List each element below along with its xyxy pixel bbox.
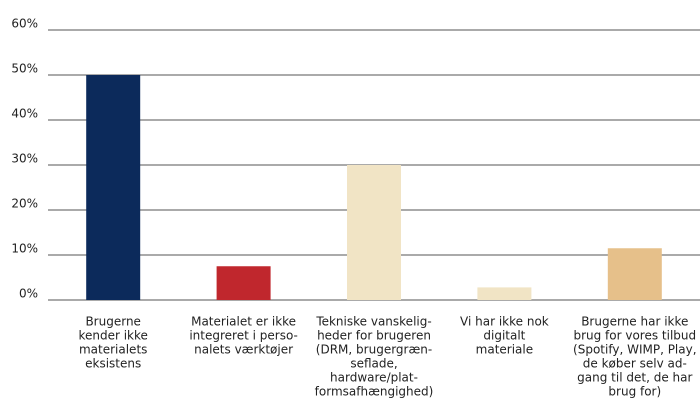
x-tick-label: Tekniske vanskelig- <box>315 315 431 329</box>
x-tick-label: hardware/plat- <box>330 371 418 385</box>
x-tick-label: brug for) <box>608 385 661 399</box>
x-tick-label: Vi har ikke nok <box>460 315 549 329</box>
x-tick-label: kender ikke <box>78 329 147 343</box>
y-tick-label: 40% <box>11 107 38 121</box>
x-tick-label: brug for vores tilbud <box>573 329 696 343</box>
x-tick-label: seflade, <box>350 357 397 371</box>
x-tick-label: Brugerne har ikke <box>581 315 688 329</box>
bar <box>607 248 662 300</box>
x-tick-label: Materialet er ikke <box>191 315 296 329</box>
bar <box>86 75 141 300</box>
x-tick-label: de køber selv ad- <box>583 357 687 371</box>
bar <box>477 287 532 300</box>
x-tick-label: heder for brugeren <box>317 329 431 343</box>
x-tick-label: formsafhængighed) <box>315 385 434 399</box>
x-tick-label: materiale <box>476 343 533 357</box>
x-tick-label: integreret i perso- <box>189 329 298 343</box>
x-tick-label: nalets værktøjer <box>194 343 293 357</box>
y-tick-label: 60% <box>11 17 38 31</box>
x-tick-label: digitalt <box>483 329 525 343</box>
y-tick-label: 10% <box>11 242 38 256</box>
bar <box>216 266 271 300</box>
y-tick-label: 0% <box>19 287 38 301</box>
x-tick-label: eksistens <box>85 357 141 371</box>
y-tick-label: 30% <box>11 152 38 166</box>
x-tick-label: gang til det, de har <box>577 371 692 385</box>
x-tick-label: (Spotify, WIMP, Play, <box>573 343 697 357</box>
x-tick-label: (DRM, brugergræn- <box>316 343 432 357</box>
x-tick-label: Brugerne <box>85 315 140 329</box>
y-tick-label: 20% <box>11 197 38 211</box>
x-tick-label: materialets <box>79 343 147 357</box>
y-tick-label: 50% <box>11 62 38 76</box>
bar <box>347 165 401 300</box>
